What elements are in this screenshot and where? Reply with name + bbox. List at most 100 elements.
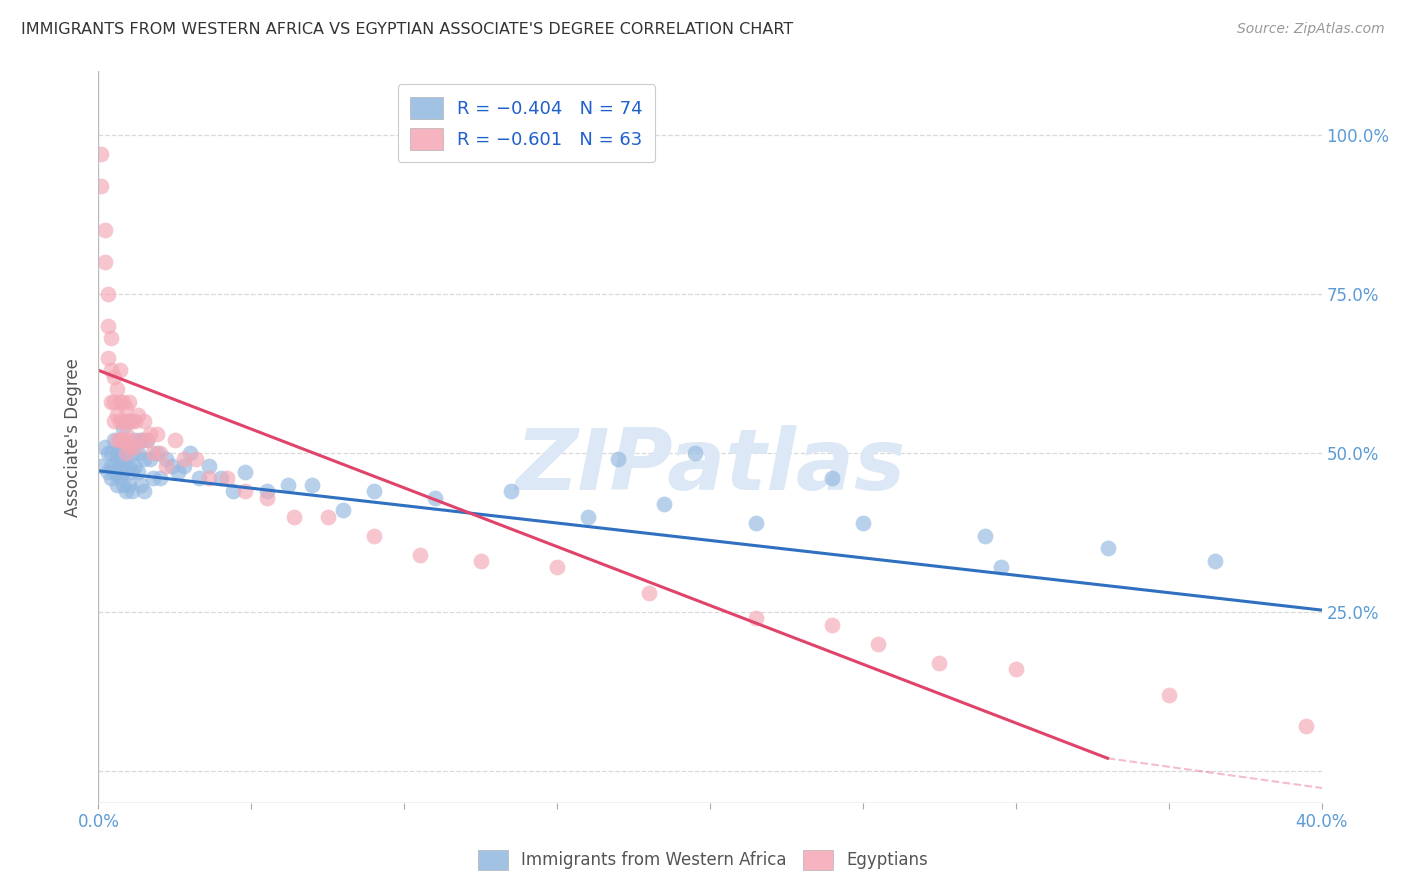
Point: [173, 458, 195, 473]
Point: [111, 395, 134, 409]
Point: [118, 458, 141, 473]
Point: [108, 471, 131, 485]
Point: [277, 477, 299, 491]
Point: [501, 484, 523, 499]
Point: [283, 509, 305, 524]
Point: [97, 446, 120, 460]
Point: [115, 446, 138, 460]
Point: [233, 484, 256, 499]
Point: [1204, 554, 1226, 568]
Point: [115, 484, 138, 499]
Point: [105, 465, 128, 479]
Point: [100, 363, 122, 377]
Point: [118, 440, 141, 454]
Point: [576, 509, 599, 524]
Point: [129, 434, 152, 448]
Point: [111, 477, 134, 491]
Point: [136, 434, 159, 448]
Point: [363, 529, 385, 543]
Point: [108, 458, 131, 473]
Point: [188, 471, 211, 485]
Point: [90, 178, 112, 193]
Point: [470, 554, 492, 568]
Point: [868, 637, 890, 651]
Point: [97, 318, 120, 333]
Point: [111, 440, 134, 454]
Point: [316, 509, 339, 524]
Point: [97, 287, 120, 301]
Point: [974, 529, 997, 543]
Point: [129, 477, 152, 491]
Point: [160, 458, 183, 473]
Point: [108, 446, 131, 460]
Point: [215, 471, 238, 485]
Point: [363, 484, 385, 499]
Point: [103, 465, 125, 479]
Point: [167, 465, 190, 479]
Point: [233, 465, 256, 479]
Point: [121, 484, 143, 499]
Point: [1295, 719, 1317, 733]
Point: [111, 420, 134, 434]
Point: [821, 617, 844, 632]
Point: [103, 395, 125, 409]
Point: [100, 458, 122, 473]
Point: [546, 560, 568, 574]
Point: [93, 255, 115, 269]
Point: [134, 414, 156, 428]
Point: [134, 484, 156, 499]
Point: [97, 465, 120, 479]
Point: [111, 414, 134, 428]
Point: [179, 446, 201, 460]
Point: [111, 452, 134, 467]
Point: [115, 426, 138, 441]
Point: [124, 440, 146, 454]
Point: [197, 471, 219, 485]
Point: [332, 503, 354, 517]
Point: [821, 471, 844, 485]
Point: [124, 414, 146, 428]
Point: [105, 408, 128, 422]
Point: [127, 446, 149, 460]
Point: [93, 223, 115, 237]
Point: [124, 434, 146, 448]
Point: [103, 458, 125, 473]
Point: [121, 465, 143, 479]
Point: [121, 446, 143, 460]
Point: [108, 395, 131, 409]
Text: IMMIGRANTS FROM WESTERN AFRICA VS EGYPTIAN ASSOCIATE'S DEGREE CORRELATION CHART: IMMIGRANTS FROM WESTERN AFRICA VS EGYPTI…: [21, 22, 793, 37]
Point: [163, 434, 186, 448]
Point: [105, 452, 128, 467]
Point: [1157, 688, 1180, 702]
Point: [97, 351, 120, 365]
Point: [745, 611, 768, 625]
Point: [108, 414, 131, 428]
Point: [145, 426, 167, 441]
Point: [652, 497, 675, 511]
Text: ZIPatlas: ZIPatlas: [515, 425, 905, 508]
Point: [103, 369, 125, 384]
Point: [423, 491, 446, 505]
Point: [121, 414, 143, 428]
Point: [111, 434, 134, 448]
Point: [108, 434, 131, 448]
Point: [124, 458, 146, 473]
Point: [149, 471, 172, 485]
Point: [149, 446, 172, 460]
Point: [118, 414, 141, 428]
Point: [127, 408, 149, 422]
Point: [683, 446, 706, 460]
Point: [222, 484, 245, 499]
Point: [301, 477, 323, 491]
Point: [209, 471, 232, 485]
Point: [121, 434, 143, 448]
Point: [118, 477, 141, 491]
Point: [118, 395, 141, 409]
Point: [1004, 662, 1026, 676]
Point: [173, 452, 195, 467]
Point: [100, 395, 122, 409]
Point: [1097, 541, 1119, 556]
Point: [105, 434, 128, 448]
Point: [145, 446, 167, 460]
Point: [100, 331, 122, 345]
